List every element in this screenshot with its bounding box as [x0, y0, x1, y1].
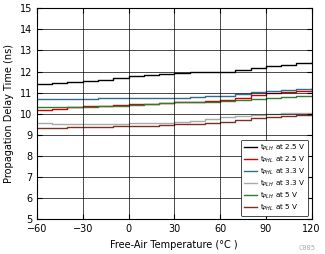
Text: C005: C005	[298, 245, 315, 251]
Y-axis label: Propagation Delay Time (ns): Propagation Delay Time (ns)	[4, 44, 14, 183]
X-axis label: Free-Air Temperature (°C ): Free-Air Temperature (°C )	[111, 240, 238, 250]
Legend: t$_{PLH}$ at 2.5 V, t$_{PHL}$ at 2.5 V, t$_{PHL}$ at 3.3 V, t$_{PLH}$ at 3.3 V, : t$_{PLH}$ at 2.5 V, t$_{PHL}$ at 2.5 V, …	[241, 140, 308, 216]
